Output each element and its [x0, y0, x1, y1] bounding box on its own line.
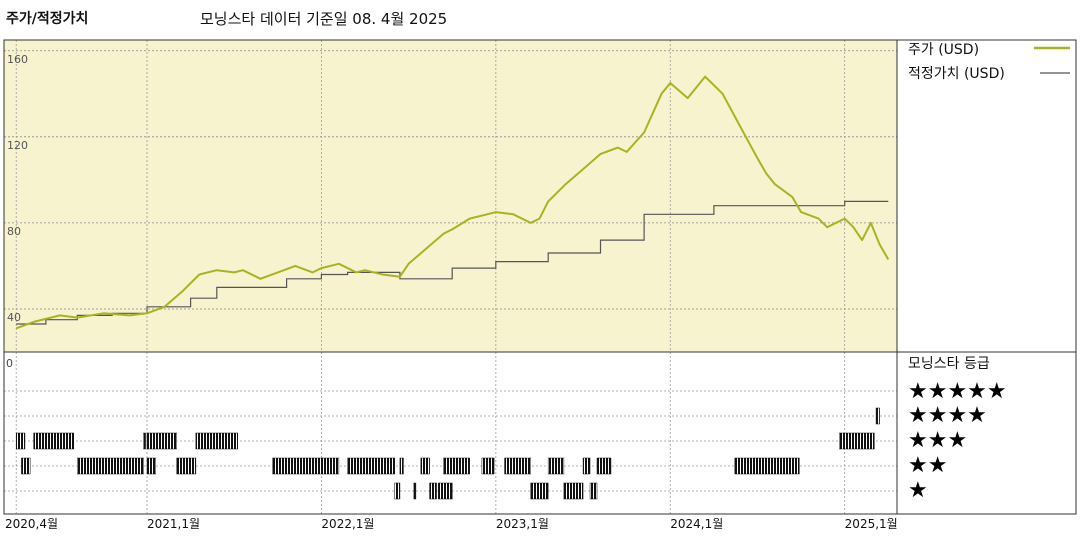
rating-bar-4star — [875, 407, 880, 425]
price-panel-bg — [4, 40, 897, 352]
y-tick-label: 160 — [7, 53, 28, 66]
y-tick-label: 40 — [7, 311, 21, 324]
rating-bar-2star — [420, 457, 430, 475]
rating-bar-3star — [195, 432, 238, 450]
star-label-5: ★★★★★ — [908, 379, 1007, 404]
rating-bar-1star — [563, 482, 584, 500]
rating-title: 모닝스타 등급 — [908, 356, 990, 372]
x-tick-label: 2022,1월 — [321, 517, 374, 531]
rating-bar-1star — [589, 482, 598, 500]
rating-bar-2star — [21, 457, 31, 475]
rating-bar-3star — [143, 432, 146, 450]
rating-bar-2star — [504, 457, 531, 475]
rating-bar-3star — [33, 432, 75, 450]
legend-price-label: 주가 (USD) — [908, 42, 979, 58]
rating-bar-1star — [413, 482, 417, 500]
x-tick-label: 2023,1월 — [496, 517, 549, 531]
x-tick-label: 2020,4월 — [5, 517, 58, 531]
source-caption: 모닝스타 데이터 기준일 08. 4월 2025 — [200, 10, 448, 28]
rating-zero-label: 0 — [6, 357, 13, 370]
rating-bar-3star — [839, 432, 875, 450]
rating-bar-3star — [146, 432, 177, 450]
legend-fair-label: 적정가치 (USD) — [908, 66, 1005, 82]
rating-bar-2star — [596, 457, 612, 475]
rating-bar-1star — [530, 482, 549, 500]
rating-bar-2star — [582, 457, 591, 475]
rating-bar-2star — [443, 457, 470, 475]
rating-bar-2star — [347, 457, 395, 475]
rating-bar-2star — [399, 457, 404, 475]
chart-frame — [3, 39, 1077, 515]
rating-bar-2star — [146, 457, 156, 475]
rating-bar-2star — [77, 457, 144, 475]
star-label-3: ★★★ — [908, 428, 967, 453]
rating-bar-2star — [547, 457, 565, 475]
star-label-4: ★★★★ — [908, 403, 987, 428]
rating-bar-1star — [438, 482, 453, 500]
rating-bar-3star — [15, 432, 26, 450]
rating-bar-1star — [429, 482, 437, 500]
chart-caption: 주가/적정가치 — [6, 11, 89, 27]
rating-bar-2star — [734, 457, 800, 475]
star-label-2: ★★ — [908, 453, 947, 478]
rating-bar-2star — [481, 457, 495, 475]
rating-bar-2star — [176, 457, 197, 475]
x-tick-label: 2025,1월 — [845, 517, 898, 531]
star-label-1: ★ — [908, 478, 928, 503]
price-line — [15, 75, 890, 330]
x-tick-label: 2021,1월 — [147, 517, 200, 531]
x-tick-label: 2024,1월 — [670, 517, 723, 531]
rating-bar-2star — [272, 457, 340, 475]
rating-bar-1star — [394, 482, 401, 500]
y-tick-label: 120 — [7, 139, 28, 152]
y-tick-label: 80 — [7, 225, 21, 238]
